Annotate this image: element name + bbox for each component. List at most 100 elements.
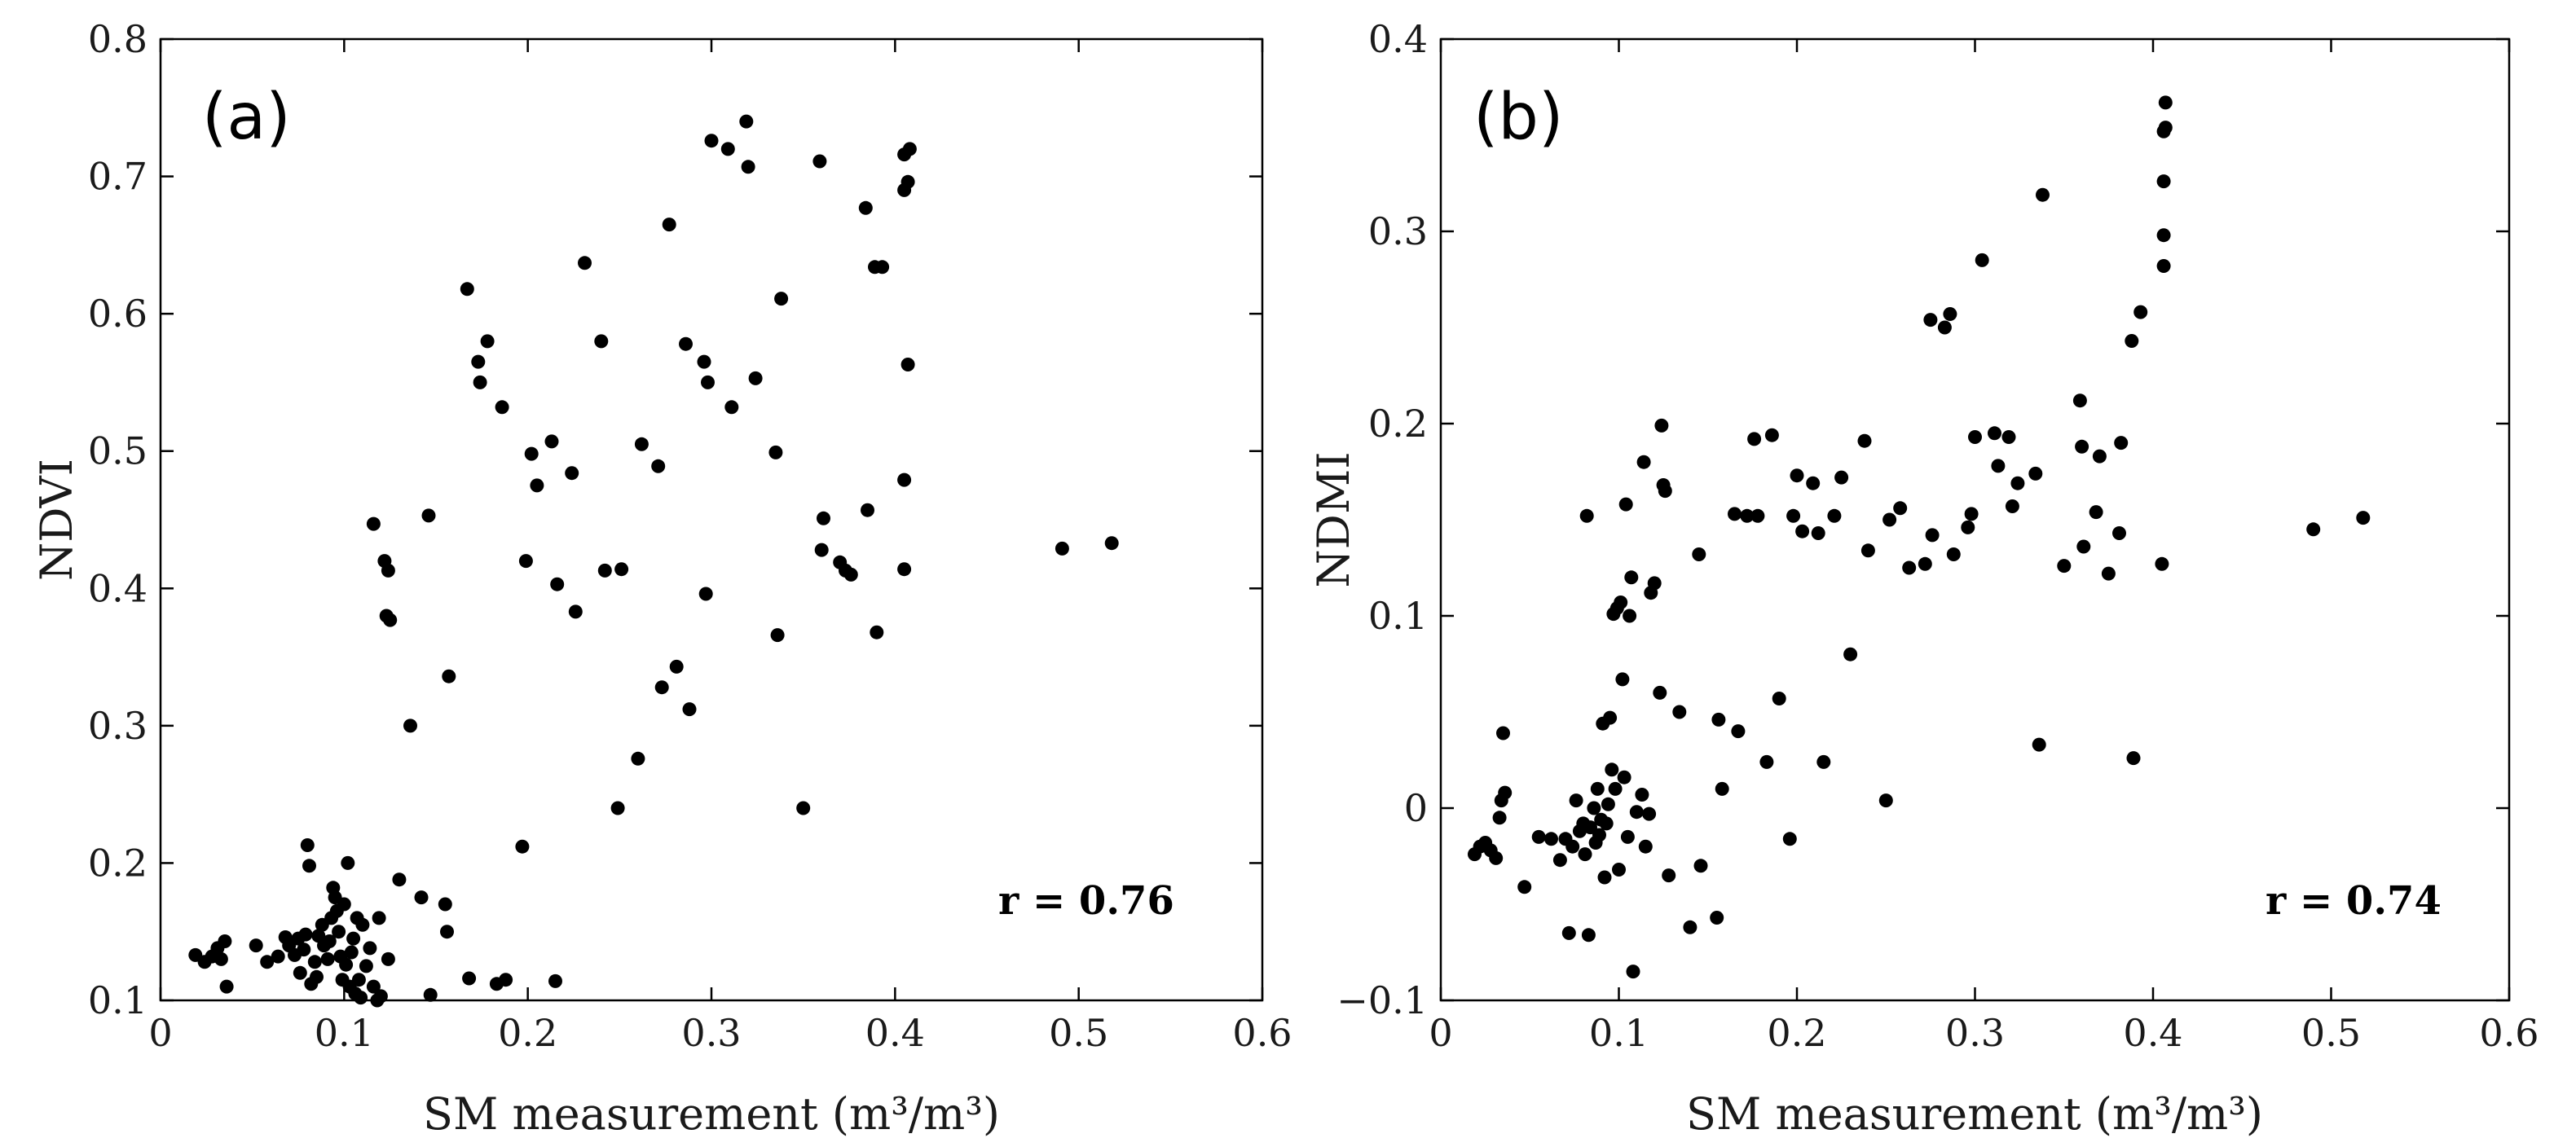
data-point <box>770 628 785 643</box>
data-point <box>363 941 377 956</box>
data-point <box>214 951 228 966</box>
data-point <box>1728 507 1742 521</box>
data-point <box>812 154 827 169</box>
data-point <box>614 562 629 577</box>
data-point <box>2092 449 2107 464</box>
data-point <box>2112 526 2126 540</box>
data-point <box>249 938 263 953</box>
data-point <box>1882 512 1897 527</box>
x-tick-label: 0.3 <box>1945 1011 2005 1055</box>
data-point <box>1693 859 1708 873</box>
data-point <box>565 466 579 481</box>
data-point <box>1918 556 1932 571</box>
y-tick-label: 0.4 <box>1368 17 1428 61</box>
x-tick-label: 0.5 <box>2301 1011 2361 1055</box>
y-tick-label: 0.2 <box>88 841 148 885</box>
data-point <box>1552 853 1567 868</box>
data-point <box>1782 832 1797 846</box>
data-point <box>900 358 915 371</box>
data-point <box>1750 508 1765 523</box>
data-point <box>381 563 395 578</box>
data-point <box>697 354 711 369</box>
data-point <box>1599 816 1614 831</box>
data-point <box>724 400 739 415</box>
data-point <box>271 949 285 964</box>
data-point <box>310 969 324 984</box>
data-point <box>1715 781 1729 796</box>
data-point <box>1860 543 1875 558</box>
y-tick-label: 0.3 <box>88 704 148 748</box>
data-point <box>1636 455 1651 469</box>
data-point <box>302 859 316 873</box>
data-point <box>351 973 366 987</box>
x-tick-label: 0.4 <box>2123 1011 2182 1055</box>
data-point <box>423 987 438 1002</box>
data-point <box>1893 501 1908 516</box>
data-point <box>354 991 368 1005</box>
data-points <box>188 114 1119 1008</box>
data-point <box>1711 712 1726 727</box>
data-point <box>1653 685 1667 700</box>
data-point <box>260 955 275 969</box>
data-point <box>524 446 539 461</box>
data-point <box>2306 522 2321 537</box>
x-axis-title: SM measurement (m³/m³) <box>1686 1088 2263 1140</box>
data-point <box>1638 839 1653 854</box>
data-point <box>1795 524 1810 538</box>
data-point <box>1590 781 1605 796</box>
data-point <box>1531 829 1546 844</box>
data-point <box>1578 847 1592 862</box>
data-point <box>1489 850 1504 865</box>
data-point <box>1601 797 1615 811</box>
y-axis-title: NDVI <box>31 459 82 581</box>
data-point <box>544 434 559 449</box>
y-tick-label: 0.7 <box>88 155 148 199</box>
data-point <box>568 604 583 619</box>
data-point <box>870 625 884 639</box>
data-point <box>438 897 452 912</box>
data-point <box>1597 870 1612 885</box>
data-point <box>1764 428 1779 442</box>
data-point <box>421 508 436 523</box>
y-tick-label: 0.5 <box>88 429 148 473</box>
data-point <box>2001 430 2016 444</box>
x-tick-label: 0.6 <box>2479 1011 2539 1055</box>
data-point <box>704 134 719 148</box>
data-point <box>2158 95 2173 110</box>
data-point <box>741 160 755 174</box>
data-point <box>698 587 713 601</box>
data-point <box>293 965 307 980</box>
data-point <box>2155 556 2169 571</box>
data-point <box>610 801 625 815</box>
data-point <box>1710 911 1724 925</box>
data-point <box>2156 259 2171 273</box>
data-point <box>337 897 351 912</box>
data-point <box>1618 497 1633 512</box>
data-point <box>1759 754 1774 769</box>
x-tick-label: 0.5 <box>1049 1011 1108 1055</box>
data-point <box>1614 595 1628 609</box>
y-tick-label: 0.1 <box>1368 594 1428 638</box>
data-point <box>1623 609 1637 623</box>
data-point <box>346 931 361 946</box>
plot-frame <box>159 37 1264 1002</box>
data-point <box>1498 785 1513 800</box>
x-tick-label: 0.1 <box>1589 1011 1649 1055</box>
data-point <box>817 511 830 525</box>
y-tick-label: 0.6 <box>88 292 148 336</box>
data-point <box>1902 560 1917 575</box>
data-point <box>1544 832 1558 846</box>
y-tick-label: 0.1 <box>88 978 148 1022</box>
data-point <box>344 945 359 960</box>
data-point <box>307 955 322 969</box>
data-point <box>1629 805 1644 820</box>
data-point <box>2076 539 2091 554</box>
data-point <box>1626 965 1640 979</box>
data-point <box>1692 547 1706 561</box>
panel-label: (a) <box>202 81 291 154</box>
x-tick-labels: 0 0.1 0.2 0.3 0.4 0.5 0.6 <box>148 1011 1292 1055</box>
data-point <box>1055 541 1069 556</box>
data-point <box>1620 829 1635 844</box>
x-tick-label: 0.2 <box>1767 1011 1826 1055</box>
data-point <box>2101 566 2116 581</box>
